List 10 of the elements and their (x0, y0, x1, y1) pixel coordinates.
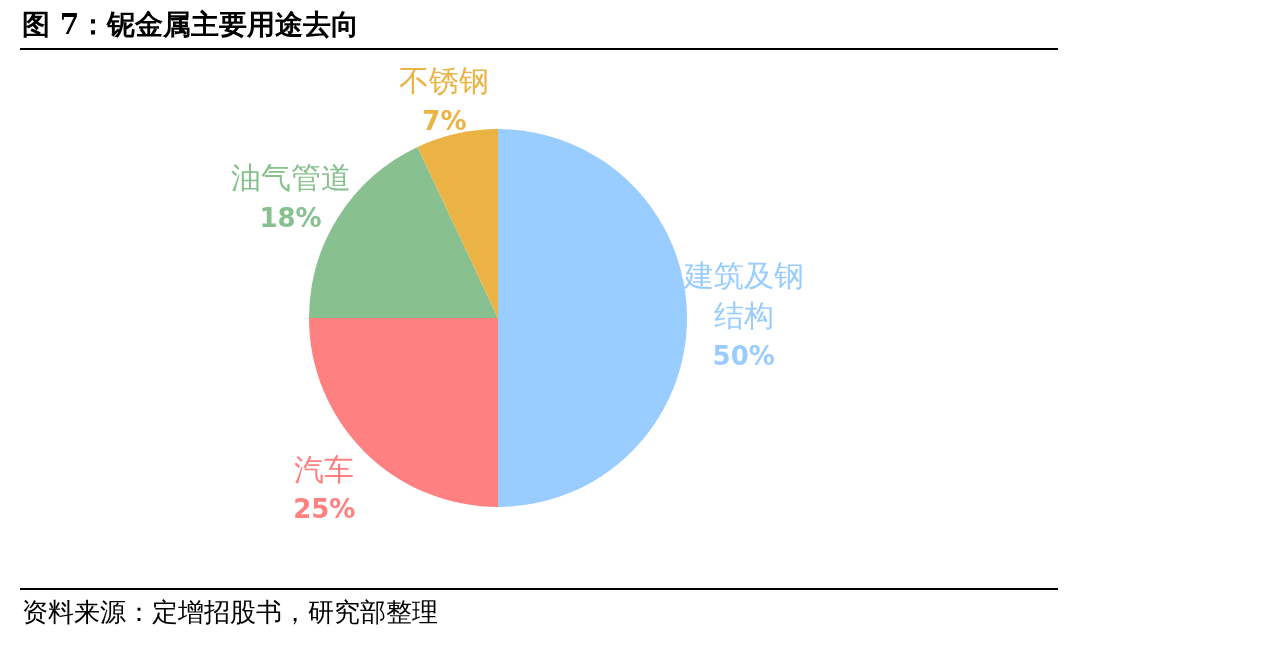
data-label: 25% (293, 494, 356, 525)
slice-label: 油气管道 (230, 160, 351, 196)
data-label: 50% (712, 340, 775, 371)
slice-label: 不锈钢 (399, 63, 490, 99)
data-label: 7% (422, 106, 467, 137)
text: 资料来源：定增招股书，研究部整理 (22, 596, 438, 629)
data-label: 18% (259, 203, 322, 234)
slice-label: 建筑及钢结构 (682, 257, 804, 333)
chart-title: 图 7：铌金属主要用途去向 (22, 7, 360, 43)
slice-label: 汽车 (294, 451, 355, 487)
